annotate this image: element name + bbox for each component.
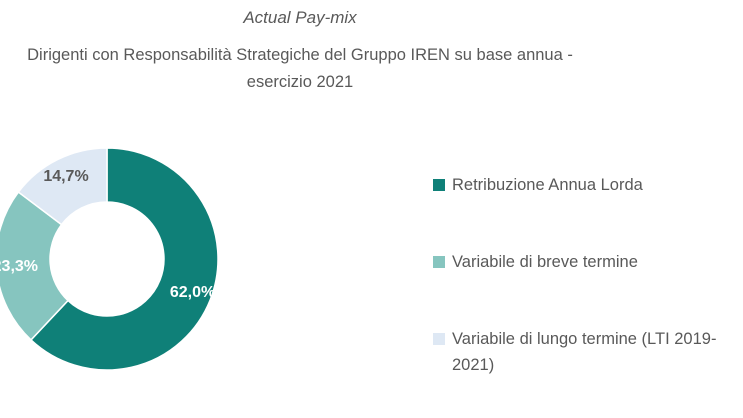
donut-slice <box>17 147 108 226</box>
data-label: 14,7% <box>43 168 88 185</box>
legend-label: Variabile di lungo termine (LTI 2019-202… <box>452 330 717 374</box>
legend-item: Variabile di lungo termine (LTI 2019-202… <box>433 326 743 403</box>
donut-slice <box>29 147 219 371</box>
legend-swatch <box>433 179 445 191</box>
legend-swatch <box>433 256 445 268</box>
legend-label: Retribuzione Annua Lorda <box>452 176 643 194</box>
legend: Retribuzione Annua Lorda Variabile di bre… <box>433 172 743 403</box>
legend-label: Variabile di breve termine <box>452 253 638 271</box>
data-label: 62,0% <box>170 284 215 301</box>
chart-title: Actual Pay-mix <box>243 8 357 27</box>
legend-item: Retribuzione Annua Lorda <box>433 172 743 249</box>
donut-slice <box>0 191 70 341</box>
legend-swatch <box>433 333 445 345</box>
legend-item: Variabile di breve termine <box>433 249 743 326</box>
chart-subtitle: Dirigenti con Responsabilità Strategiche… <box>27 46 573 91</box>
data-label: 23,3% <box>0 258 38 275</box>
